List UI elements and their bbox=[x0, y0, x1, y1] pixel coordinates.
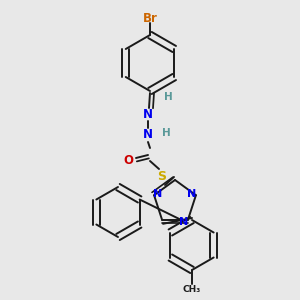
Text: N: N bbox=[187, 189, 196, 199]
Text: S: S bbox=[158, 170, 166, 184]
Text: CH₃: CH₃ bbox=[183, 286, 201, 295]
Text: O: O bbox=[123, 154, 133, 166]
Text: Br: Br bbox=[142, 11, 158, 25]
Text: N: N bbox=[143, 128, 153, 142]
Text: N: N bbox=[143, 107, 153, 121]
Text: H: H bbox=[164, 92, 172, 102]
Text: N: N bbox=[179, 217, 189, 227]
Text: N: N bbox=[154, 189, 163, 199]
Text: H: H bbox=[162, 128, 170, 138]
